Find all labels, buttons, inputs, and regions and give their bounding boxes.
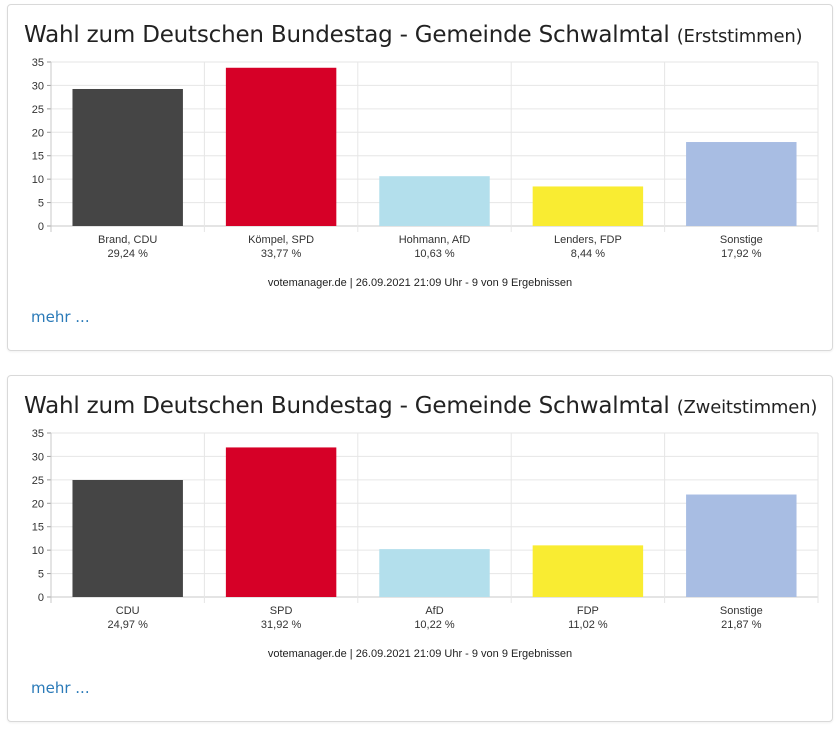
source-note: votemanager.de | 26.09.2021 21:09 Uhr - … [267, 648, 573, 660]
x-tick-label: AfD [425, 605, 443, 617]
data-label: 17,92 % [721, 248, 762, 260]
chart-subtitle: (Erststimmen) [676, 26, 803, 47]
more-link[interactable]: mehr ... [31, 679, 90, 697]
y-tick-label: 35 [32, 57, 44, 69]
bar[interactable] [686, 494, 797, 597]
y-tick-label: 20 [32, 127, 44, 139]
bar[interactable] [379, 549, 490, 597]
y-tick-label: 10 [32, 174, 44, 186]
y-tick-label: 30 [32, 451, 44, 463]
y-tick-label: 25 [32, 475, 44, 487]
y-tick-label: 20 [32, 498, 44, 510]
x-tick-label: Sonstige [720, 234, 763, 246]
bar[interactable] [532, 545, 644, 597]
y-tick-label: 30 [32, 80, 44, 92]
y-tick-label: 35 [32, 428, 44, 440]
chart-title-text: Wahl zum Deutschen Bundestag - Gemeinde … [24, 393, 670, 419]
chart-card-erststimmen: Wahl zum Deutschen Bundestag - Gemeinde … [7, 4, 833, 351]
x-tick-label: Sonstige [720, 605, 763, 617]
chart-title: Wahl zum Deutschen Bundestag - Gemeinde … [24, 393, 817, 419]
data-label: 10,63 % [414, 248, 455, 260]
more-link[interactable]: mehr ... [31, 308, 90, 326]
x-tick-label: Hohmann, AfD [399, 234, 471, 246]
bar[interactable] [686, 142, 797, 226]
bar-chart-zweitstimmen: 0 5 10 15 20 25 30 35 CDU 24,97 % SPD 31,92 % AfD 10,… [32, 428, 819, 631]
bar[interactable] [379, 176, 490, 226]
y-tick-label: 0 [38, 592, 44, 604]
bar[interactable] [225, 67, 337, 226]
y-tick-label: 0 [38, 221, 44, 233]
y-tick-label: 25 [32, 104, 44, 116]
data-label: 31,92 % [261, 619, 302, 631]
bar[interactable] [72, 88, 183, 226]
x-tick-label: SPD [270, 605, 293, 617]
data-label: 21,87 % [721, 619, 762, 631]
x-tick-label: Brand, CDU [98, 234, 157, 246]
y-tick-label: 10 [32, 545, 44, 557]
x-tick-label: Lenders, FDP [554, 234, 622, 246]
chart-subtitle: (Zweitstimmen) [676, 397, 818, 418]
data-label: 10,22 % [414, 619, 455, 631]
bar[interactable] [72, 479, 183, 597]
data-label: 8,44 % [571, 248, 605, 260]
bar-chart-erststimmen: 0 5 10 15 20 25 30 35 Brand, CDU 29,24 % Kömpel, S… [32, 57, 819, 260]
bar[interactable] [225, 447, 337, 597]
y-tick-label: 15 [32, 151, 44, 163]
chart-title: Wahl zum Deutschen Bundestag - Gemeinde … [24, 22, 803, 48]
y-tick-label: 15 [32, 522, 44, 534]
y-tick-label: 5 [38, 198, 44, 210]
chart-title-text: Wahl zum Deutschen Bundestag - Gemeinde … [24, 22, 670, 48]
data-label: 29,24 % [108, 248, 149, 260]
data-label: 33,77 % [261, 248, 302, 260]
x-tick-label: FDP [577, 605, 599, 617]
data-label: 11,02 % [568, 619, 608, 631]
x-tick-label: Kömpel, SPD [248, 234, 314, 246]
source-note: votemanager.de | 26.09.2021 21:09 Uhr - … [267, 277, 573, 289]
chart-card-zweitstimmen: Wahl zum Deutschen Bundestag - Gemeinde … [7, 375, 833, 722]
x-tick-label: CDU [116, 605, 140, 617]
y-tick-label: 5 [38, 569, 44, 581]
data-label: 24,97 % [108, 619, 149, 631]
bar[interactable] [532, 186, 644, 226]
